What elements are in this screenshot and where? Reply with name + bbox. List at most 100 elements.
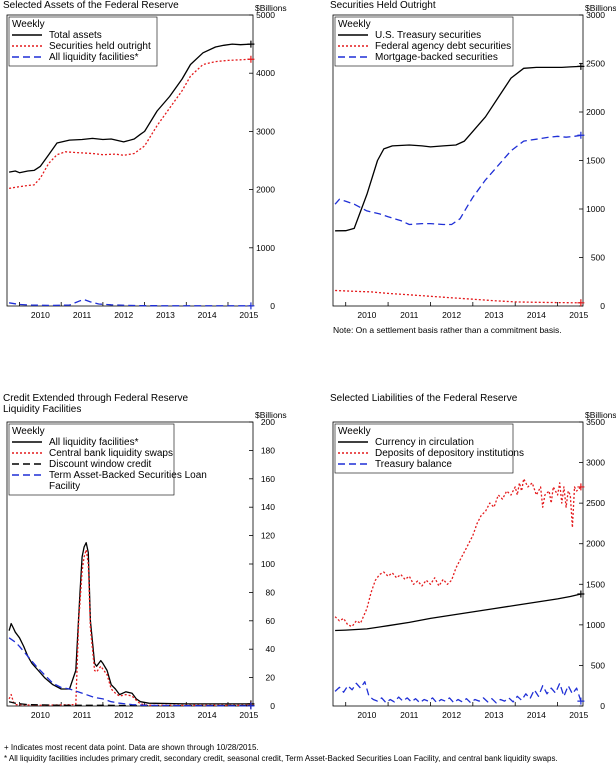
latest-point-marker xyxy=(247,40,255,48)
y-tick-label: 2500 xyxy=(586,498,605,508)
x-tick-label: 2013 xyxy=(156,710,175,720)
x-tick-label: 2012 xyxy=(442,710,461,720)
latest-point-marker xyxy=(247,55,255,63)
legend-label-2: All liquidity facilities* xyxy=(49,52,139,63)
latest-point-marker xyxy=(577,697,585,705)
x-tick-label: 2015 xyxy=(569,710,588,720)
legend-label-3: Facility xyxy=(49,481,80,492)
x-tick-label: 2013 xyxy=(485,310,504,320)
chart-title: Liquidity Facilities xyxy=(3,404,81,415)
x-tick-label: 2011 xyxy=(400,310,419,320)
series-line-1 xyxy=(334,478,582,628)
y-tick-label: 3000 xyxy=(256,126,275,136)
x-tick-label: 2012 xyxy=(114,710,133,720)
legend-label-2: Discount window credit xyxy=(49,459,151,470)
latest-point-marker xyxy=(577,131,585,139)
series-line-3 xyxy=(8,637,251,707)
legend-label-0: U.S. Treasury securities xyxy=(375,30,481,41)
latest-point-marker xyxy=(577,62,585,70)
chart-title: Selected Liabilities of the Federal Rese… xyxy=(330,393,518,404)
x-tick-label: 2010 xyxy=(31,710,50,720)
x-tick-label: 2013 xyxy=(485,710,504,720)
series-line-2 xyxy=(334,134,582,226)
y-tick-label: 60 xyxy=(266,616,276,626)
x-tick-label: 2010 xyxy=(357,710,376,720)
y-tick-label: 4000 xyxy=(256,68,275,78)
y-tick-label: 3000 xyxy=(586,458,605,468)
y-tick-label: 1500 xyxy=(586,579,605,589)
legend-box xyxy=(334,423,514,474)
y-tick-label: 2500 xyxy=(586,59,605,69)
x-tick-label: 2015 xyxy=(239,310,258,320)
x-tick-label: 2010 xyxy=(31,310,50,320)
latest-point-marker xyxy=(577,299,585,307)
legend-label-1: Federal agency debt securities xyxy=(375,41,511,52)
footnote-star: * All liquidity facilities includes prim… xyxy=(4,754,558,763)
x-tick-label: 2012 xyxy=(442,310,461,320)
legend-box xyxy=(334,16,514,67)
series-line-0 xyxy=(8,542,251,705)
y-tick-label: 1000 xyxy=(586,204,605,214)
plot-frame xyxy=(332,421,584,707)
x-tick-label: 2014 xyxy=(198,310,217,320)
x-tick-label: 2014 xyxy=(527,310,546,320)
legend-box xyxy=(8,423,175,496)
unit-label: $Billions xyxy=(585,3,616,13)
legend-label-3: Term Asset-Backed Securities Loan xyxy=(49,470,207,481)
series-line-1 xyxy=(8,58,251,190)
y-tick-label: 0 xyxy=(600,301,605,311)
series-line-2 xyxy=(334,681,582,704)
legend-frequency-label: Weekly xyxy=(338,19,371,30)
series-line-2 xyxy=(8,298,251,307)
y-tick-label: 3000 xyxy=(586,10,605,20)
x-tick-label: 2013 xyxy=(156,310,175,320)
y-tick-label: 80 xyxy=(266,587,276,597)
chart-liabilities: Selected Liabilities of the Federal Rese… xyxy=(330,393,616,720)
legend-label-1: Securities held outright xyxy=(49,41,151,52)
x-tick-label: 2015 xyxy=(569,310,588,320)
chart-securities: Securities Held Outright $Billions 0 500 100… xyxy=(330,0,616,335)
latest-point-marker xyxy=(247,302,255,310)
chart-note: Note: On a settlement basis rather than … xyxy=(333,325,562,335)
y-tick-label: 40 xyxy=(266,644,276,654)
legend-box xyxy=(8,16,158,67)
latest-point-marker xyxy=(577,483,585,491)
y-tick-label: 140 xyxy=(261,502,275,512)
x-tick-label: 2014 xyxy=(198,710,217,720)
y-tick-label: 120 xyxy=(261,531,275,541)
y-tick-label: 3500 xyxy=(586,417,605,427)
x-tick-label: 2011 xyxy=(73,710,92,720)
chart-title: Securities Held Outright xyxy=(330,0,436,11)
chart-title: Credit Extended through Federal Reserve xyxy=(3,393,189,404)
y-tick-label: 0 xyxy=(270,701,275,711)
legend-frequency-label: Weekly xyxy=(338,426,371,437)
y-tick-label: 2000 xyxy=(256,185,275,195)
y-tick-label: 180 xyxy=(261,445,275,455)
x-tick-label: 2012 xyxy=(114,310,133,320)
y-tick-label: 1000 xyxy=(586,620,605,630)
x-tick-label: 2011 xyxy=(400,710,419,720)
y-tick-label: 0 xyxy=(270,301,275,311)
y-tick-label: 500 xyxy=(591,253,605,263)
series-line-0 xyxy=(335,65,581,232)
latest-point-marker xyxy=(247,702,255,710)
footnote-plus: + Indicates most recent data point. Data… xyxy=(4,743,259,752)
y-tick-label: 20 xyxy=(266,673,276,683)
y-tick-label: 0 xyxy=(600,701,605,711)
x-tick-label: 2011 xyxy=(73,310,92,320)
chart-title: Selected Assets of the Federal Reserve xyxy=(3,0,179,11)
y-tick-label: 5000 xyxy=(256,10,275,20)
latest-point-marker xyxy=(577,590,585,598)
series-line-0 xyxy=(8,43,251,174)
unit-label: $Billions xyxy=(585,410,616,420)
x-tick-label: 2014 xyxy=(527,710,546,720)
x-tick-label: 2010 xyxy=(357,310,376,320)
series-line-1 xyxy=(8,549,251,706)
x-tick-label: 2015 xyxy=(239,710,258,720)
y-tick-label: 100 xyxy=(261,559,275,569)
y-tick-label: 1000 xyxy=(256,243,275,253)
legend-label-0: Total assets xyxy=(49,30,102,41)
legend-frequency-label: Weekly xyxy=(12,19,45,30)
legend-label-2: Treasury balance xyxy=(375,459,452,470)
y-tick-label: 2000 xyxy=(586,539,605,549)
